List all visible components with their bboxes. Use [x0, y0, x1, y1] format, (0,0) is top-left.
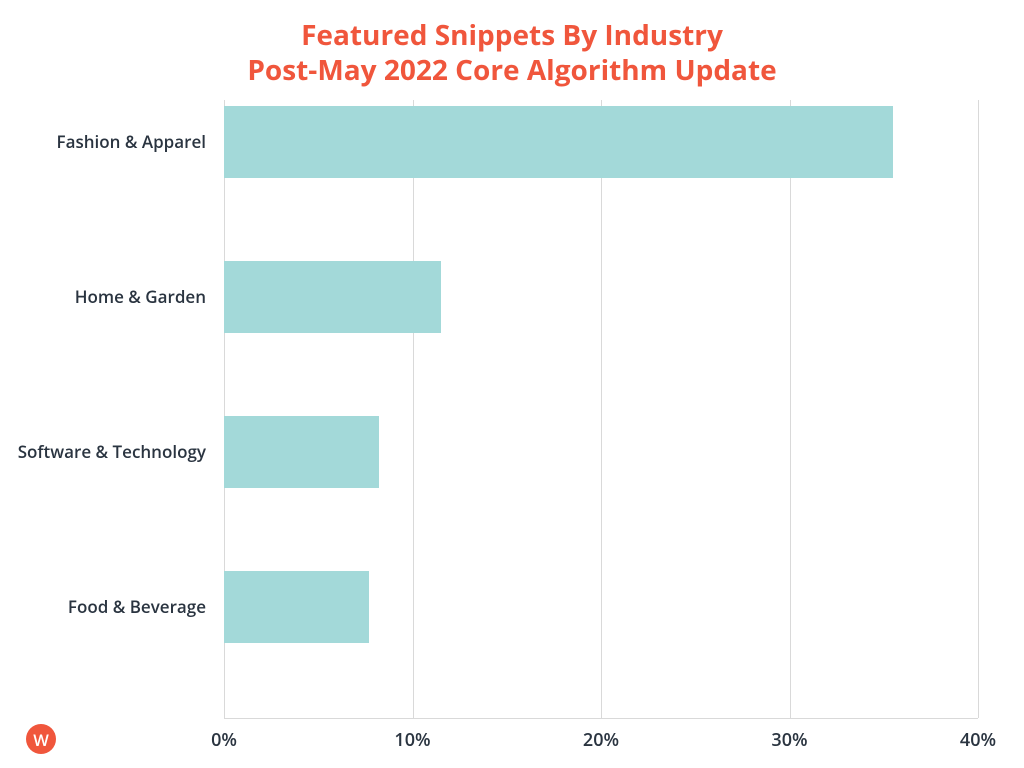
chart-plot-area: 0%10%20%30%40%Fashion & ApparelHome & Ga… — [224, 100, 978, 718]
gridline — [601, 100, 602, 718]
brand-logo-icon: W — [26, 724, 56, 754]
chart-title-line2: Post-May 2022 Core Algorithm Update — [0, 53, 1024, 88]
bar — [224, 416, 379, 488]
x-tick-label: 20% — [583, 728, 619, 752]
category-label: Fashion & Apparel — [57, 130, 206, 153]
bar — [224, 261, 441, 333]
x-tick-label: 40% — [960, 728, 996, 752]
chart-title-line1: Featured Snippets By Industry — [0, 18, 1024, 53]
category-label: Software & Technology — [18, 440, 206, 463]
gridline — [413, 100, 414, 718]
gridline — [978, 100, 979, 718]
bar — [224, 106, 893, 178]
x-tick-label: 0% — [211, 728, 237, 752]
gridline — [790, 100, 791, 718]
x-axis-line — [224, 718, 978, 719]
chart-title: Featured Snippets By Industry Post-May 2… — [0, 18, 1024, 88]
x-tick-label: 10% — [394, 728, 430, 752]
category-label: Home & Garden — [75, 285, 206, 308]
bar — [224, 571, 369, 643]
brand-logo-letter: W — [33, 728, 49, 751]
x-tick-label: 30% — [771, 728, 807, 752]
category-label: Food & Beverage — [68, 595, 206, 618]
